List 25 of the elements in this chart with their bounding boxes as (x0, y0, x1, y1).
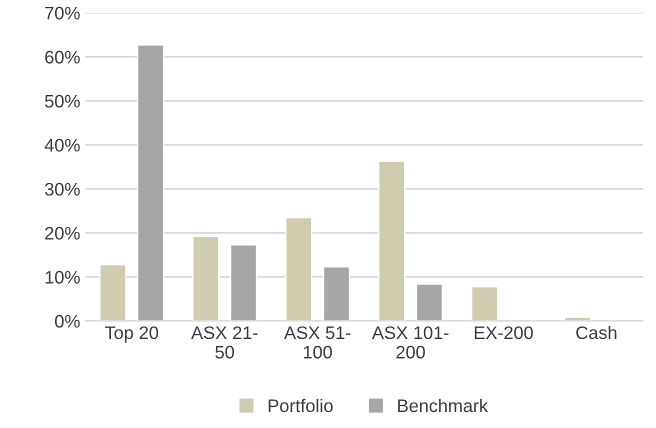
bar (378, 160, 406, 321)
x-tick-label: ASX 21-50 (191, 326, 258, 359)
legend-label: Benchmark (398, 398, 488, 412)
y-tick-label: 40% (44, 138, 80, 152)
y-tick-label: 20% (45, 226, 80, 240)
bar (470, 286, 498, 321)
x-tick-label: ASX 51-100 (284, 326, 350, 359)
bar (192, 236, 220, 321)
y-tick-label: 10% (46, 270, 80, 284)
y-tick-label: 50% (45, 94, 80, 108)
y-tick-label: 0% (55, 314, 80, 328)
bar (416, 283, 444, 321)
bar (99, 264, 127, 321)
y-tick-label: 60% (45, 50, 80, 64)
x-tick-label: EX-200 (474, 326, 533, 340)
legend-label: Portfolio (268, 398, 333, 412)
x-tick-label: ASX 101-200 (372, 326, 448, 359)
bar (230, 244, 258, 321)
bar (322, 266, 350, 321)
x-tick-label: Cash (576, 326, 616, 340)
y-tick-label: 30% (44, 182, 80, 196)
x-tick-label: Top 20 (105, 326, 158, 343)
bar (136, 44, 164, 321)
bar (285, 216, 312, 321)
y-tick-label: 70% (45, 6, 80, 20)
